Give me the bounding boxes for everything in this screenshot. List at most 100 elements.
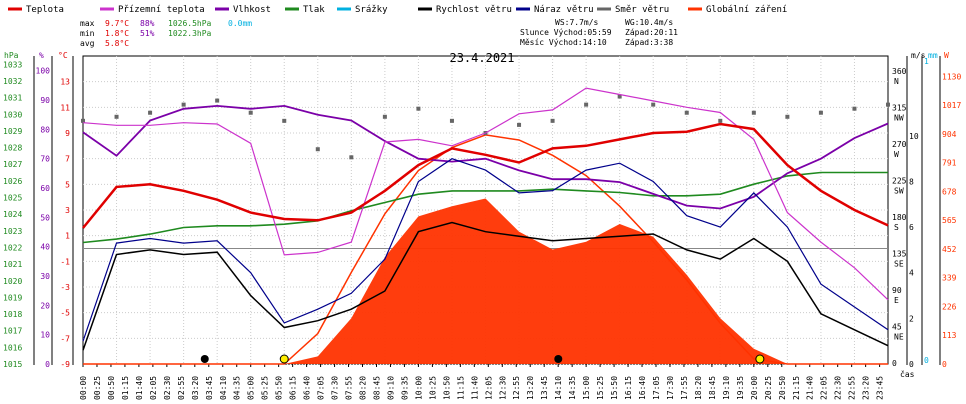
- direction-point: [751, 110, 756, 115]
- time-label: 14:10: [554, 376, 563, 400]
- tick-label-radiation: 113: [942, 331, 957, 340]
- tick-label-humidity: 40: [40, 243, 50, 252]
- tick-label-direction: 90: [892, 286, 902, 295]
- tick-label-temp: 5: [65, 180, 70, 189]
- time-label: 09:35: [400, 376, 409, 400]
- time-label: 18:20: [694, 376, 703, 400]
- tick-label-radiation: 565: [942, 216, 957, 225]
- time-label: 10:50: [442, 376, 451, 400]
- tick-label-temp: -5: [60, 309, 70, 318]
- tick-label-direction-name: E: [894, 296, 899, 305]
- time-label: 10:00: [414, 376, 423, 400]
- direction-point: [449, 118, 454, 123]
- info-ws: WS:7.7m/s: [555, 18, 599, 27]
- tick-label-pressure: 1032: [3, 77, 22, 86]
- axis-header-w: W: [944, 51, 949, 60]
- stat-value: 1022.3hPa: [168, 29, 212, 38]
- tick-label-temp: 7: [65, 155, 70, 164]
- tick-label-pressure: 1028: [3, 144, 22, 153]
- time-label: 15:25: [596, 376, 605, 400]
- tick-label-radiation: 904: [942, 130, 957, 139]
- time-label: 23:45: [876, 376, 885, 400]
- stat-value: 9.7°C: [105, 19, 129, 28]
- time-label: 09:10: [386, 376, 395, 400]
- time-label: 17:05: [652, 376, 661, 400]
- time-label: 16:40: [638, 376, 647, 400]
- tick-label-temp: 1: [65, 232, 70, 241]
- moonset-marker: [200, 355, 209, 363]
- tick-label-direction-name: NW: [894, 114, 904, 123]
- tick-label-temp: -7: [60, 334, 70, 343]
- time-label: 22:05: [820, 376, 829, 400]
- time-label: 13:20: [526, 376, 535, 400]
- direction-point: [81, 118, 85, 123]
- direction-point: [617, 94, 622, 99]
- tick-label-pressure: 1019: [3, 293, 22, 302]
- tick-label-direction: 315: [892, 104, 907, 113]
- tick-label-radiation: 791: [942, 159, 957, 168]
- time-label: 12:55: [512, 376, 521, 400]
- time-label: 11:15: [456, 376, 465, 400]
- time-label: 05:50: [275, 376, 284, 400]
- series-wind-speed: [82, 221, 889, 351]
- axis-header-pct: %: [39, 51, 44, 60]
- tick-label-temp: 11: [60, 103, 70, 112]
- direction-point: [181, 102, 186, 107]
- tick-label-temp: -9: [60, 360, 70, 369]
- time-label: 04:35: [233, 376, 242, 400]
- direction-point: [852, 106, 857, 111]
- time-label: 23:20: [862, 376, 871, 400]
- tick-label-humidity: 70: [40, 155, 50, 164]
- direction-point: [382, 114, 387, 119]
- tick-label-pressure: 1027: [3, 160, 22, 169]
- stat-value: 1026.5hPa: [168, 19, 212, 28]
- time-label: 00:50: [107, 376, 116, 400]
- time-label: 03:45: [205, 376, 214, 400]
- legend-label: Srážky: [355, 5, 388, 15]
- direction-point: [651, 102, 656, 107]
- moonrise-marker: [554, 355, 563, 363]
- chart-title: 23.4.2021: [449, 51, 514, 65]
- time-label: 10:25: [428, 376, 437, 400]
- tick-label-pressure: 1031: [3, 94, 22, 103]
- axis-header-ms: m/s: [911, 51, 926, 60]
- time-label: 21:40: [806, 376, 815, 400]
- info-wg: WG:10.4m/s: [625, 18, 673, 27]
- time-label: 05:25: [261, 376, 270, 400]
- time-label: 02:05: [149, 376, 158, 400]
- direction-point: [215, 98, 220, 103]
- series-wind-gust: [82, 158, 889, 342]
- axis-header-mm: mm: [928, 51, 938, 60]
- info-moonset: Západ:3:38: [625, 38, 673, 47]
- direction-point: [785, 114, 790, 119]
- tick-label-wind: 10: [909, 132, 919, 141]
- legend-label: Směr větru: [615, 5, 669, 15]
- tick-label-pressure: 1029: [3, 127, 22, 136]
- time-label: 21:15: [792, 376, 801, 400]
- tick-label-direction: 225: [892, 177, 907, 186]
- time-label: 20:50: [778, 376, 787, 400]
- stat-value: avg: [80, 39, 95, 48]
- time-label: 11:40: [470, 376, 479, 400]
- direction-point: [517, 122, 522, 127]
- tick-label-radiation: 1017: [942, 101, 961, 110]
- tick-label-direction-name: NE: [894, 333, 904, 342]
- time-label: 00:25: [93, 376, 102, 400]
- series-humidity: [82, 104, 889, 210]
- direction-point: [114, 114, 119, 119]
- direction-point: [818, 110, 823, 115]
- series-radiation: [83, 198, 888, 364]
- tick-label-wind: 4: [909, 269, 914, 278]
- stat-value: 51%: [140, 29, 155, 38]
- time-label: 20:00: [750, 376, 759, 400]
- time-label: 01:40: [135, 376, 144, 400]
- time-label: 15:00: [582, 376, 591, 400]
- stat-value: 88%: [140, 19, 155, 28]
- tick-label-temp: -3: [60, 283, 70, 292]
- time-label: 17:30: [666, 376, 675, 400]
- tick-label-direction: 45: [892, 323, 902, 332]
- tick-label-temp: -1: [60, 257, 70, 266]
- time-label: 20:25: [764, 376, 773, 400]
- tick-label-humidity: 100: [36, 67, 51, 76]
